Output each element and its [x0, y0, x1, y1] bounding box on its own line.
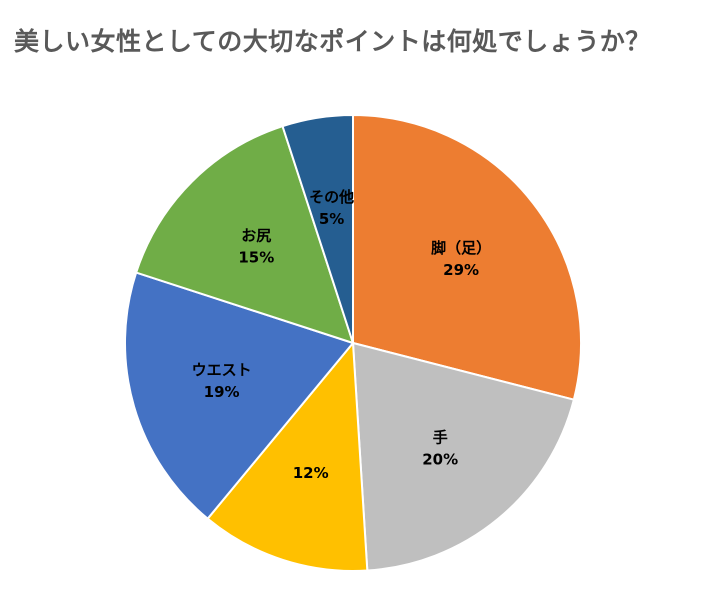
pie-labels: 脚（足） 29% 手 20% 12% ウエスト 19% お尻 15% その他 5%: [192, 188, 492, 482]
slice-value-label: 20%: [422, 450, 458, 468]
pie-slice: [134, 124, 355, 345]
slice-value-label: 19%: [204, 383, 240, 401]
pie-slice: [352, 113, 582, 401]
slice-category-label: 手: [433, 428, 448, 446]
slice-category-label: お尻: [241, 226, 271, 244]
pie-slice: [281, 113, 354, 344]
chart-title: 美しい女性としての大切なポイントは何処でしょうか？: [14, 27, 651, 56]
slice-category-label: 脚（足）: [431, 239, 491, 257]
slice-value-label: 5%: [319, 210, 344, 228]
pie-slice: [351, 341, 576, 572]
slice-category-label: その他: [309, 188, 354, 206]
slice-category-label: ウエスト: [192, 361, 252, 379]
pie-slice: [206, 340, 369, 572]
slice-value-label: 29%: [443, 261, 479, 279]
pie-slices: [124, 113, 582, 572]
pie-slice: [124, 271, 355, 521]
slice-value-label: 15%: [238, 248, 274, 266]
slice-value-label: 12%: [293, 464, 329, 482]
